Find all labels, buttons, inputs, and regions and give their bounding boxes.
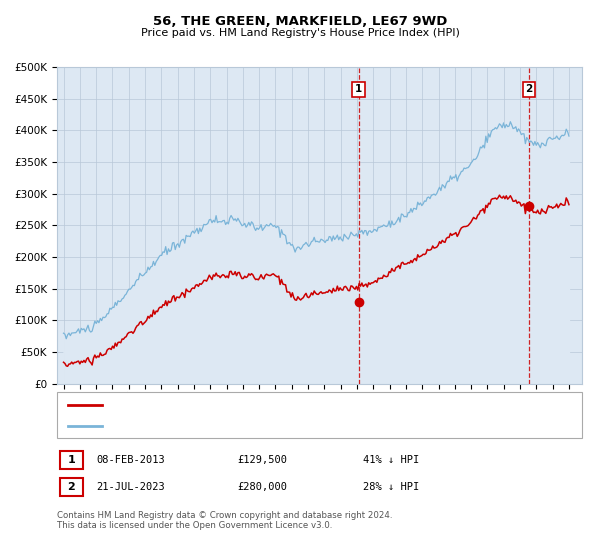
Text: 1: 1 (68, 455, 75, 465)
Text: £129,500: £129,500 (237, 455, 287, 465)
Text: £280,000: £280,000 (237, 482, 287, 492)
Text: 1: 1 (355, 85, 362, 94)
Text: 56, THE GREEN, MARKFIELD, LE67 9WD (detached house): 56, THE GREEN, MARKFIELD, LE67 9WD (deta… (108, 400, 391, 410)
Text: 41% ↓ HPI: 41% ↓ HPI (363, 455, 419, 465)
Text: 28% ↓ HPI: 28% ↓ HPI (363, 482, 419, 492)
Text: Contains HM Land Registry data © Crown copyright and database right 2024.
This d: Contains HM Land Registry data © Crown c… (57, 511, 392, 530)
Text: 2: 2 (68, 482, 75, 492)
Text: 2: 2 (526, 85, 533, 94)
Text: Price paid vs. HM Land Registry's House Price Index (HPI): Price paid vs. HM Land Registry's House … (140, 28, 460, 38)
Text: 21-JUL-2023: 21-JUL-2023 (96, 482, 165, 492)
Text: 56, THE GREEN, MARKFIELD, LE67 9WD: 56, THE GREEN, MARKFIELD, LE67 9WD (153, 15, 447, 27)
Text: 08-FEB-2013: 08-FEB-2013 (96, 455, 165, 465)
Text: HPI: Average price, detached house, Hinckley and Bosworth: HPI: Average price, detached house, Hinc… (108, 422, 401, 431)
